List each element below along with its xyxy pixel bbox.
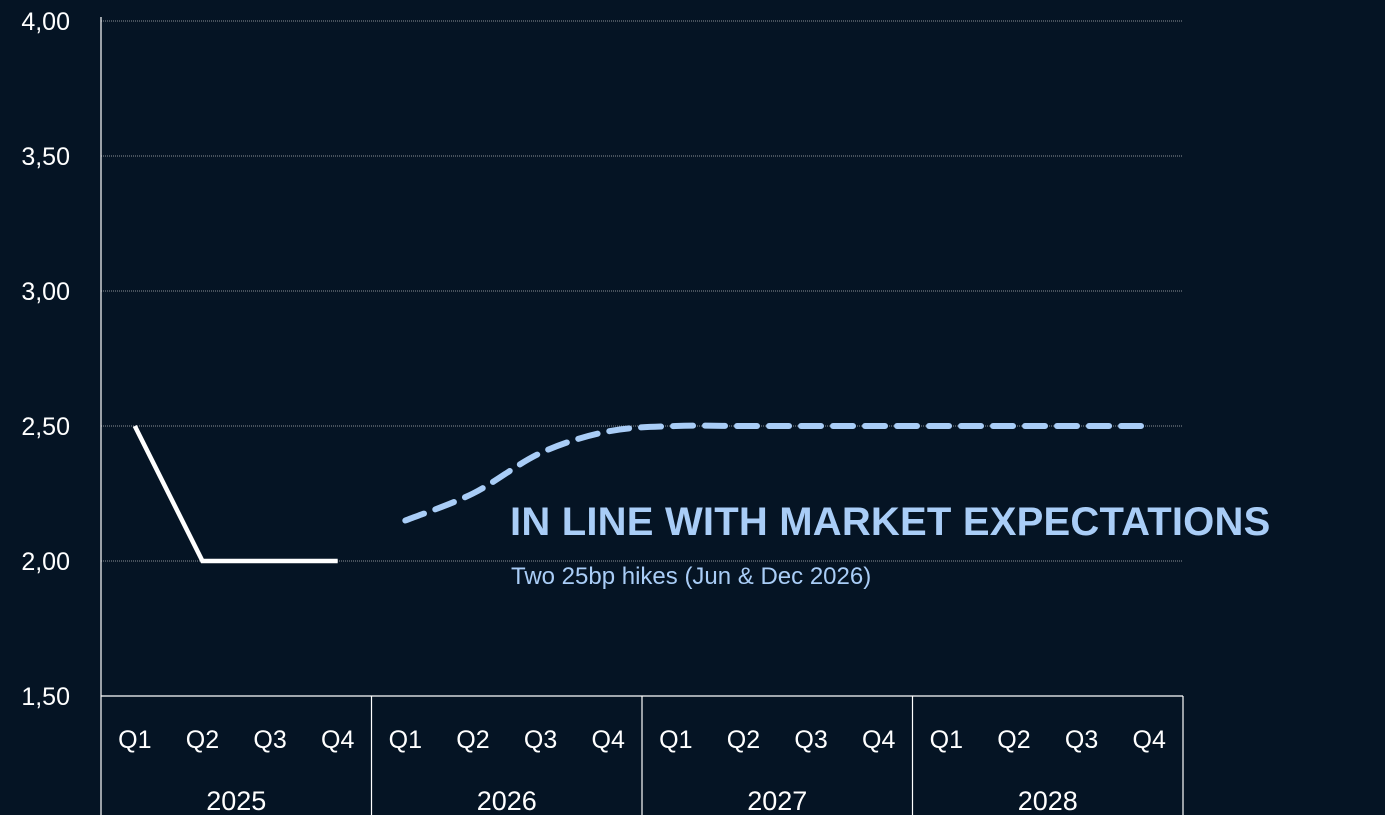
- actual-series-line: [132, 424, 338, 564]
- annotation-title: IN LINE WITH MARKET EXPECTATIONS: [510, 500, 1271, 544]
- x-tick-label-quarter: Q2: [456, 726, 489, 754]
- x-tick-label-year: 2028: [1018, 786, 1078, 815]
- x-tick-label-year: 2027: [747, 786, 807, 815]
- x-tick-label-quarter: Q3: [794, 726, 827, 754]
- y-tick-label: 2,00: [21, 548, 70, 576]
- x-tick-label-quarter: Q1: [389, 726, 422, 754]
- x-tick-label-quarter: Q3: [1065, 726, 1098, 754]
- x-tick-label-quarter: Q3: [524, 726, 557, 754]
- y-tick-label: 1,50: [21, 683, 70, 711]
- x-tick-labels: Q1 Q2 Q3 Q4 Q1 Q2 Q3 Q4 Q1 Q2 Q3 Q4 Q1 Q2 Q3 Q4 2025 2026…: [118, 726, 1166, 815]
- grid-lines: [101, 20, 1183, 562]
- axes: [100, 17, 1184, 815]
- x-tick-label-quarter: Q4: [862, 726, 895, 754]
- y-tick-label: 3,00: [21, 278, 70, 306]
- x-tick-label-quarter: Q1: [118, 726, 151, 754]
- x-tick-label-year: 2025: [206, 786, 266, 815]
- series-lines: [132, 422, 1153, 564]
- y-tick-labels: 4,00 3,50 3,00 2,50 2,00 1,50: [21, 8, 70, 711]
- x-tick-label-quarter: Q1: [659, 726, 692, 754]
- x-tick-label-quarter: Q1: [930, 726, 963, 754]
- y-tick-label: 4,00: [21, 8, 70, 36]
- x-tick-label-quarter: Q2: [997, 726, 1030, 754]
- y-tick-label: 2,50: [21, 413, 70, 441]
- x-tick-label-quarter: Q2: [186, 726, 219, 754]
- x-tick-label-quarter: Q4: [1133, 726, 1166, 754]
- x-tick-label-quarter: Q2: [727, 726, 760, 754]
- x-tick-label-quarter: Q3: [253, 726, 286, 754]
- x-tick-label-quarter: Q4: [321, 726, 354, 754]
- x-tick-label-year: 2026: [477, 786, 537, 815]
- annotation-subtitle: Two 25bp hikes (Jun & Dec 2026): [511, 563, 872, 590]
- x-tick-label-quarter: Q4: [592, 726, 625, 754]
- forecast-series-line: [402, 422, 1153, 524]
- y-tick-label: 3,50: [21, 143, 70, 171]
